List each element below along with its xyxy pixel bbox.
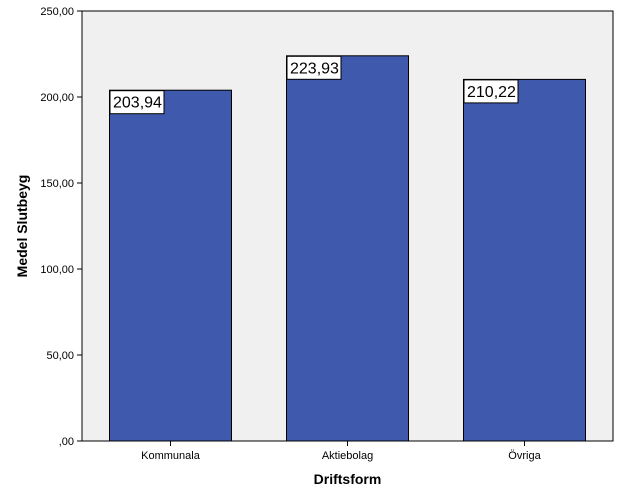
bar-2 [463,78,586,442]
x-tick-label-2: Övriga [508,450,541,462]
y-axis-title: Medel Slutbeyg [14,175,30,278]
y-tick-label-3: 150,00 [40,178,74,190]
x-tick-label-0: Kommunala [141,450,201,462]
data-label-box-0 [109,90,165,115]
bars-group [109,55,586,442]
y-tick-label-0: ,00 [59,436,74,448]
data-label-1: 223,93 [290,60,339,77]
y-tick-label-2: 100,00 [40,264,74,276]
bar-0 [109,89,232,442]
data-label-2: 210,22 [467,84,516,101]
data-labels-group: 203,94 223,93 210,22 [109,55,519,115]
y-tick-label-4: 200,00 [40,92,74,104]
bar-1 [286,55,409,442]
x-axis-title: Driftsform [314,471,382,487]
y-tick-label-5: 250,00 [40,6,74,18]
data-label-box-2 [463,79,519,104]
data-label-0: 203,94 [113,95,162,112]
data-label-box-1 [286,55,342,80]
axes-group: Kommunala Aktiebolag Övriga ,00 50,00 100,00 1… [40,6,541,462]
y-tick-label-1: 50,00 [46,350,74,362]
x-tick-label-1: Aktiebolag [322,450,373,462]
